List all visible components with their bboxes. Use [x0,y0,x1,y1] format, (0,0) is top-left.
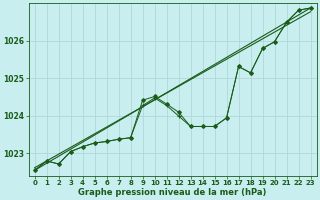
X-axis label: Graphe pression niveau de la mer (hPa): Graphe pression niveau de la mer (hPa) [78,188,267,197]
